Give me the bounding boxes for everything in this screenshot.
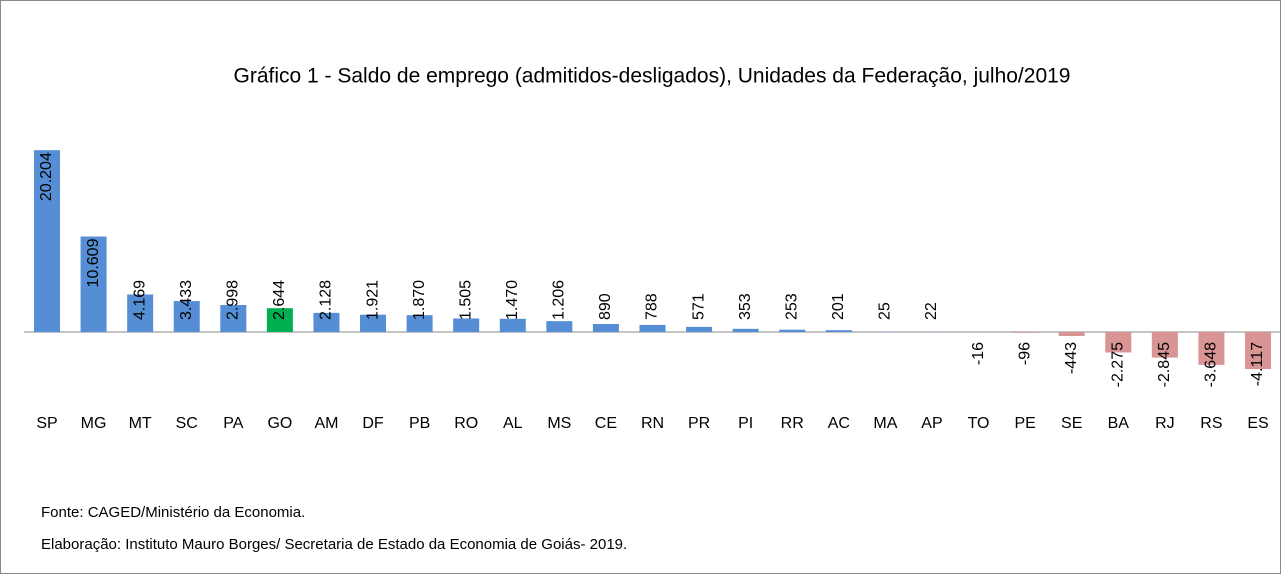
bar [220,305,247,332]
bar [779,329,806,332]
value-label: -4.117 [1249,342,1266,386]
bar [173,301,200,332]
bar [453,318,480,332]
x-tick-label: RR [781,415,804,432]
source-note: Fonte: CAGED/Ministério da Economia. [41,504,305,521]
value-label: 1.870 [411,280,428,320]
value-label: 1.206 [551,280,568,320]
bar [686,326,713,332]
value-label: 2.644 [271,280,288,320]
x-tick-label: SE [1061,415,1082,432]
bar [1058,332,1085,336]
x-tick-label: RN [641,415,664,432]
x-tick-label: PB [409,415,430,432]
bar [825,330,852,332]
x-tick-label: PR [688,415,710,432]
bar [639,324,666,332]
x-tick-label: PI [738,415,753,432]
x-tick-label: MA [873,415,897,432]
value-label: 201 [830,293,847,320]
value-label: -2.275 [1109,342,1126,387]
x-tick-label: TO [968,415,990,432]
x-tick-label: SC [176,415,198,432]
x-tick-label: MS [547,415,571,432]
value-label: 25 [877,302,894,320]
x-tick-label: DF [362,415,384,432]
value-label: -16 [970,342,987,365]
bar [1105,332,1132,353]
x-tick-label: BA [1108,415,1130,432]
value-label: 2.128 [318,280,335,320]
x-tick-label: ES [1247,415,1268,432]
x-tick-label: AP [921,415,942,432]
bar [34,150,60,332]
value-label: 3.433 [178,280,195,320]
bar [546,321,573,332]
x-tick-label: RO [454,415,478,432]
bar [1012,332,1039,333]
value-label: -96 [1016,342,1033,365]
value-label: 2.998 [225,280,242,320]
credit-note: Elaboração: Instituto Mauro Borges/ Secr… [41,536,627,553]
bar [1198,332,1225,365]
bar [360,314,387,332]
x-tick-label: AL [503,415,523,432]
value-label: 1.505 [457,280,474,320]
x-tick-label: PA [223,415,243,432]
bar [80,236,107,332]
x-tick-label: PE [1014,415,1035,432]
bar [406,315,433,332]
bar [313,312,340,332]
value-label: 20.204 [38,152,55,201]
bar [127,294,154,332]
value-label: 1.470 [504,280,521,320]
x-tick-label: CE [595,415,617,432]
value-label: 890 [597,293,614,320]
value-label: 4.169 [131,280,148,320]
x-tick-label: MG [81,415,107,432]
value-label: 22 [923,302,940,320]
value-label: -3.648 [1203,342,1220,387]
chart-title: Gráfico 1 - Saldo de emprego (admitidos-… [234,65,1071,88]
bar [732,328,759,332]
x-tick-label: GO [267,415,292,432]
x-tick-label: AC [828,415,850,432]
value-label: -2.845 [1156,342,1173,387]
bar [266,308,293,332]
bar [499,318,526,332]
bar [1245,332,1271,370]
bar [1151,332,1178,358]
x-tick-label: RJ [1155,415,1175,432]
value-label: 353 [737,293,754,320]
x-tick-label: SP [36,415,57,432]
bar [592,323,619,332]
value-label: 571 [690,293,707,320]
value-label: 253 [783,293,800,320]
x-tick-label: RS [1200,415,1222,432]
value-label: 10.609 [85,238,102,287]
x-tick-label: AM [314,415,338,432]
value-label: 1.921 [364,280,381,320]
value-label: -443 [1063,342,1080,374]
x-tick-label: MT [129,415,152,432]
value-label: 788 [644,293,661,320]
